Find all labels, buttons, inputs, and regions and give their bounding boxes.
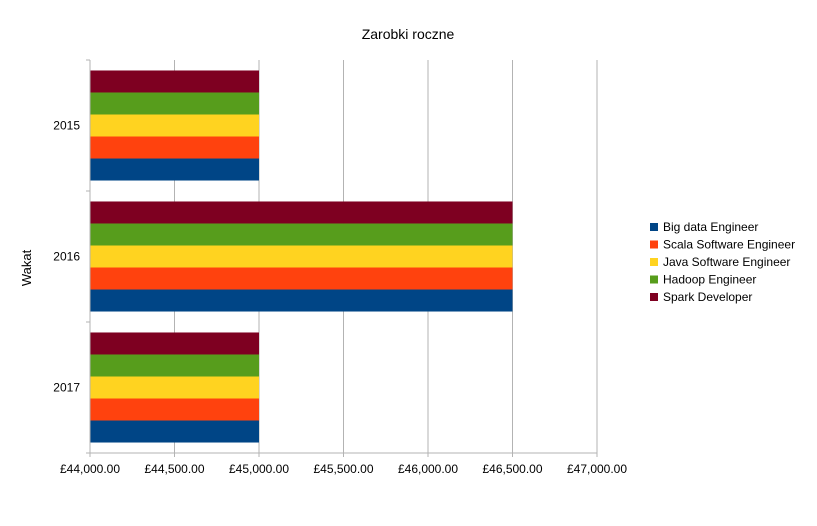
bar [90, 158, 259, 181]
legend-label: Java Software Engineer [663, 255, 790, 269]
legend-label: Spark Developer [663, 290, 752, 304]
x-tick-label: £45,000.00 [229, 462, 289, 476]
bar [90, 398, 259, 421]
axes: £44,000.00 £44,500.00 £45,000.00 £45,500.00… [53, 59, 627, 476]
x-tick-label: £44,500.00 [144, 462, 204, 476]
legend-swatch [650, 258, 658, 266]
bar [90, 245, 513, 268]
bar [90, 70, 259, 93]
bars [90, 70, 513, 443]
legend-swatch [650, 275, 658, 284]
bar [90, 223, 513, 246]
chart-title: Zarobki roczne [362, 26, 455, 42]
bar [90, 114, 259, 137]
x-tick-label: £44,000.00 [60, 462, 120, 476]
legend-swatch [650, 240, 658, 249]
legend-label: Big data Engineer [663, 220, 758, 234]
bar [90, 136, 259, 159]
x-tick-label: £47,000.00 [567, 462, 627, 476]
y-tick-label: 2016 [53, 250, 80, 264]
legend: Big data Engineer Scala Software Engineer… [650, 220, 795, 304]
legend-label: Hadoop Engineer [663, 273, 756, 287]
bar [90, 92, 259, 115]
x-tick-label: £46,500.00 [482, 462, 542, 476]
y-tick-label: 2017 [53, 381, 80, 395]
x-tick-label: £46,000.00 [398, 462, 458, 476]
legend-swatch [650, 293, 658, 301]
bar [90, 332, 259, 355]
bar [90, 420, 259, 443]
bar [90, 201, 513, 224]
bar [90, 354, 259, 377]
y-tick-label: 2015 [53, 119, 80, 133]
bar [90, 376, 259, 399]
legend-label: Scala Software Engineer [663, 238, 795, 252]
bar [90, 267, 513, 290]
x-tick-label: £45,500.00 [313, 462, 373, 476]
legend-swatch [650, 223, 658, 231]
bar [90, 289, 513, 312]
y-axis-label: Wakat [19, 249, 34, 286]
